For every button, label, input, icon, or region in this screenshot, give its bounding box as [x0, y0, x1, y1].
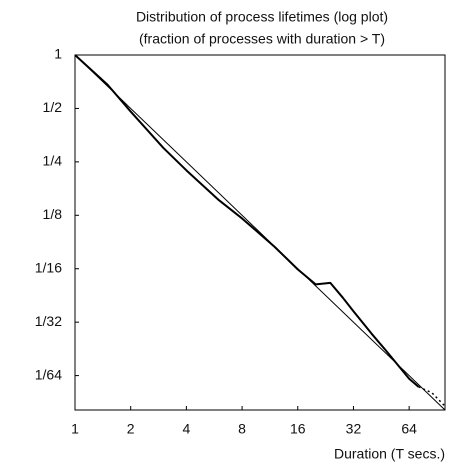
x-tick-label: 2 [127, 421, 135, 437]
plot-frame [74, 54, 446, 411]
x-tick-label: 32 [346, 421, 362, 437]
y-tick-label: 1/2 [43, 99, 63, 115]
y-tick-label: 1/16 [35, 259, 62, 275]
chart-title: Distribution of process lifetimes (log p… [136, 9, 388, 25]
x-tick-label: 64 [401, 421, 417, 437]
x-axis-label: Duration (T secs.) [334, 446, 445, 462]
y-tick-label: 1/8 [43, 206, 63, 222]
reference-line [74, 54, 446, 411]
y-tick-label: 1 [54, 46, 62, 62]
x-tick-label: 16 [290, 421, 306, 437]
x-tick-label: 4 [182, 421, 190, 437]
x-tick-label: 8 [238, 421, 246, 437]
y-tick-label: 1/4 [43, 153, 63, 169]
chart-subtitle: (fraction of processes with duration > T… [139, 31, 385, 47]
data-line [418, 386, 446, 407]
x-tick-label: 1 [71, 421, 79, 437]
y-tick-label: 1/64 [35, 366, 62, 382]
y-tick-label: 1/32 [35, 313, 62, 329]
